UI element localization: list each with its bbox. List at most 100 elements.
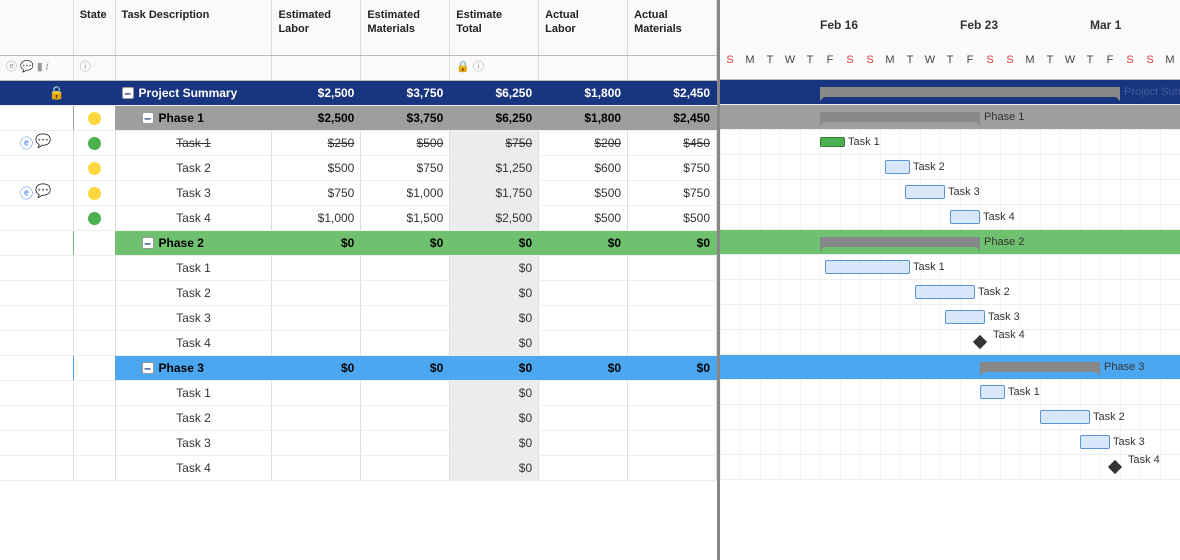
gantt-row[interactable]: Task 4 [720,330,1180,355]
gantt-bar[interactable]: Project Summary [820,87,1120,97]
cell-value: $0 [519,336,532,350]
gantt-row[interactable]: Task 1 [720,255,1180,280]
gantt-row[interactable]: Task 2 [720,155,1180,180]
state-dot [88,212,101,225]
table-row[interactable]: ⓔ💬Task 1$250$500$750$200$450 [0,130,717,155]
milestone-diamond[interactable] [973,335,987,349]
bar-label: Task 2 [913,161,945,173]
day-label: W [1060,40,1080,80]
header-task[interactable]: Task Description [115,0,272,55]
day-label: T [1040,40,1060,80]
table-row[interactable]: Task 1$0 [0,255,717,280]
cell-value: $500 [594,186,621,200]
gantt-bar[interactable]: Phase 3 [980,362,1100,372]
bar-label: Task 1 [1008,386,1040,398]
gantt-row[interactable]: Task 3 [720,430,1180,455]
header-act-labor[interactable]: ActualLabor [539,0,628,55]
cell-value: $0 [519,411,532,425]
gantt-row[interactable]: Project Summary [720,80,1180,105]
gantt-bar[interactable]: Task 2 [885,160,910,174]
table-row[interactable]: Task 4$1,000$1,500$2,500$500$500 [0,205,717,230]
cell-value: $1,500 [407,211,444,225]
cell-value: $250 [328,136,355,150]
gantt-bar[interactable]: Task 1 [825,260,910,274]
header-state[interactable]: State [73,0,115,55]
table-body: 🔒–Project Summary$2,500$3,750$6,250$1,80… [0,80,717,480]
table-row[interactable]: Task 1$0 [0,380,717,405]
gantt-bar[interactable]: Task 2 [915,285,975,299]
disclosure-toggle[interactable]: – [142,362,154,374]
comment-icon[interactable]: 💬 [35,133,51,152]
gantt-row[interactable]: Task 1 [720,380,1180,405]
table-row[interactable]: Task 2$500$750$1,250$600$750 [0,155,717,180]
gantt-bar[interactable]: Task 2 [1040,410,1090,424]
cell-value: $0 [519,311,532,325]
gantt-bar[interactable]: Task 3 [1080,435,1110,449]
day-label: M [1020,40,1040,80]
table-row[interactable]: –Phase 2$0$0$0$0$0 [0,230,717,255]
cell-value: $0 [697,361,710,375]
gantt-bar[interactable]: Task 3 [945,310,985,324]
day-label: T [940,40,960,80]
gantt-row[interactable]: Task 1 [720,130,1180,155]
disclosure-toggle[interactable]: – [142,237,154,249]
day-label: S [840,40,860,80]
cell-value: $2,450 [673,86,710,100]
cell-value: $750 [683,161,710,175]
table-row[interactable]: Task 4$0 [0,455,717,480]
link-icon[interactable]: ⓔ [20,183,33,202]
table-row[interactable]: 🔒–Project Summary$2,500$3,750$6,250$1,80… [0,80,717,105]
task-name: Phase 3 [159,361,204,375]
gantt-row[interactable]: Task 4 [720,205,1180,230]
day-label: W [780,40,800,80]
cell-value: $2,500 [318,86,355,100]
cell-value: $0 [608,236,621,250]
gantt-body[interactable]: Project SummaryPhase 1Task 1Task 2Task 3… [720,80,1180,480]
gantt-row[interactable]: Task 2 [720,280,1180,305]
gantt-bar[interactable]: Task 1 [980,385,1005,399]
table-row[interactable]: Task 3$0 [0,430,717,455]
cell-value: $0 [519,286,532,300]
cell-value: $3,750 [407,86,444,100]
header-est-total[interactable]: EstimateTotal [450,0,539,55]
disclosure-toggle[interactable]: – [122,87,134,99]
header-est-materials[interactable]: EstimatedMaterials [361,0,450,55]
table-row[interactable]: Task 3$0 [0,305,717,330]
cell-value: $0 [608,361,621,375]
gantt-bar[interactable]: Task 3 [905,185,945,199]
table-row[interactable]: –Phase 3$0$0$0$0$0 [0,355,717,380]
day-label: W [920,40,940,80]
gantt-row[interactable]: Phase 2 [720,230,1180,255]
gantt-bar[interactable]: Task 4 [950,210,980,224]
day-label: S [860,40,880,80]
header-row: State Task Description EstimatedLabor Es… [0,0,717,55]
header-icon-row: ⓔ 💬 ▮ i ⓘ 🔒 ⓘ [0,55,717,80]
cell-value: $200 [594,136,621,150]
cell-value: $0 [341,361,354,375]
table-row[interactable]: –Phase 1$2,500$3,750$6,250$1,800$2,450 [0,105,717,130]
disclosure-toggle[interactable]: – [142,112,154,124]
cell-value: $450 [683,136,710,150]
table-row[interactable]: Task 2$0 [0,405,717,430]
gantt-row[interactable]: Phase 1 [720,105,1180,130]
gantt-row[interactable]: Task 3 [720,305,1180,330]
header-est-labor[interactable]: EstimatedLabor [272,0,361,55]
header-act-materials[interactable]: ActualMaterials [628,0,717,55]
gantt-row[interactable]: Task 2 [720,405,1180,430]
gantt-bar[interactable]: Phase 2 [820,237,980,247]
cell-value: $0 [519,236,532,250]
link-icon[interactable]: ⓔ [20,133,33,152]
table-row[interactable]: Task 2$0 [0,280,717,305]
gantt-row[interactable]: Task 4 [720,455,1180,480]
gantt-row[interactable]: Phase 3 [720,355,1180,380]
gantt-bar[interactable]: Phase 1 [820,112,980,122]
cell-value: $2,500 [495,211,532,225]
comment-icon[interactable]: 💬 [35,183,51,202]
table-row[interactable]: ⓔ💬Task 3$750$1,000$1,750$500$750 [0,180,717,205]
bar-label: Task 1 [913,261,945,273]
gantt-bar[interactable]: Task 1 [820,137,845,147]
table-row[interactable]: Task 4$0 [0,330,717,355]
state-dot [88,137,101,150]
milestone-diamond[interactable] [1108,460,1122,474]
gantt-row[interactable]: Task 3 [720,180,1180,205]
